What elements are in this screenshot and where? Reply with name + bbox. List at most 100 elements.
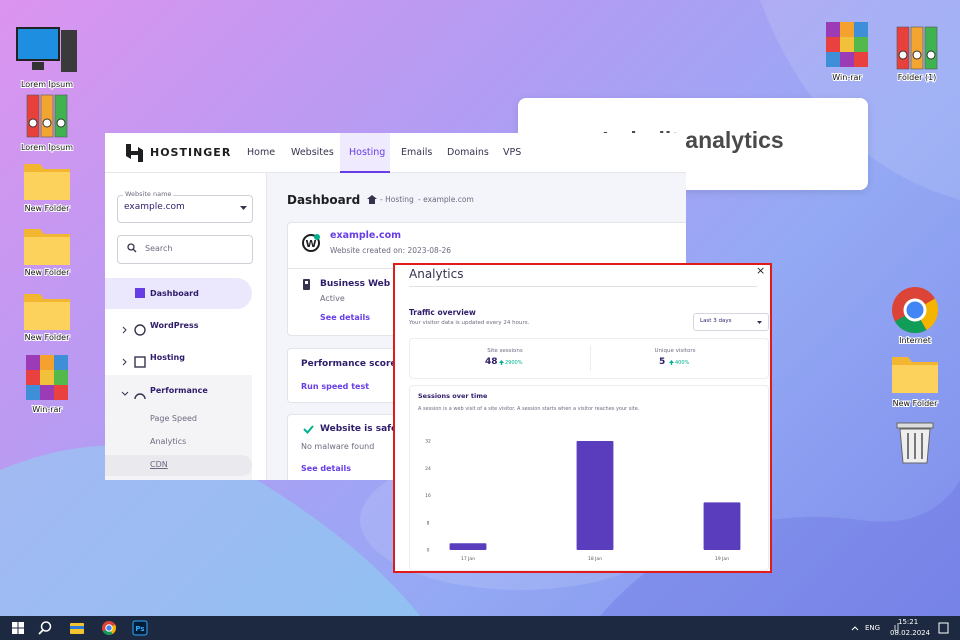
desktop-icon[interactable] bbox=[892, 287, 939, 334]
menu-item[interactable]: Performance bbox=[150, 386, 208, 395]
icon-label: Win-rar bbox=[832, 73, 862, 82]
desktop-icon[interactable] bbox=[24, 294, 70, 330]
stats-card bbox=[409, 338, 769, 379]
icon-part bbox=[40, 94, 54, 138]
breadcrumb: - Hosting bbox=[380, 195, 414, 204]
desktop-icon[interactable] bbox=[24, 229, 70, 265]
icon-part bbox=[26, 94, 40, 138]
desktop-icon[interactable] bbox=[896, 26, 938, 70]
stat-label: Site sessions bbox=[487, 348, 523, 354]
range-select[interactable] bbox=[693, 313, 769, 331]
x-tick-label: 17 Jan bbox=[461, 556, 475, 562]
close-button[interactable]: × bbox=[756, 264, 766, 277]
nav-item[interactable]: Websites bbox=[291, 147, 334, 158]
icon-part bbox=[892, 365, 938, 393]
icon-part bbox=[854, 52, 868, 67]
nav-item[interactable]: Home bbox=[247, 147, 276, 158]
desktop-icon[interactable] bbox=[26, 94, 68, 138]
wordpress-icon: W bbox=[302, 234, 320, 252]
icon-part bbox=[40, 355, 54, 370]
icon-label: New Folder bbox=[25, 268, 70, 277]
link[interactable]: See details bbox=[320, 313, 371, 322]
link[interactable]: See details bbox=[301, 464, 352, 473]
website-value: example.com bbox=[124, 202, 185, 212]
clock-date[interactable]: 08.02.2024 bbox=[890, 629, 931, 637]
taskbar: Ps ENG 15:21 08.02.2024 bbox=[0, 616, 960, 640]
stat-value: 5 bbox=[659, 357, 666, 367]
nav-item[interactable]: Emails bbox=[401, 147, 433, 158]
desktop-icon[interactable] bbox=[16, 27, 77, 72]
chevron bbox=[240, 206, 247, 210]
icon-part bbox=[32, 62, 44, 70]
divider bbox=[409, 286, 757, 287]
search-box[interactable] bbox=[117, 235, 253, 264]
menu-item[interactable]: WordPress bbox=[150, 321, 199, 330]
tray-icons bbox=[851, 622, 949, 634]
nav-item[interactable]: Hosting bbox=[349, 147, 386, 158]
svg-text:Ps: Ps bbox=[135, 625, 144, 633]
menu-item[interactable]: Page Speed bbox=[150, 414, 197, 423]
check-icon bbox=[303, 425, 314, 434]
created-date: Website created on: 2023-08-26 bbox=[330, 246, 452, 255]
panel-title: Analytics bbox=[409, 267, 464, 281]
section-note: Your visitor data is updated every 24 ho… bbox=[409, 320, 530, 326]
bar bbox=[576, 441, 614, 550]
desktop-icon[interactable] bbox=[24, 164, 70, 200]
icon-label: Lorem Ipsum bbox=[21, 143, 73, 152]
plan-icon bbox=[303, 279, 310, 290]
icon-part bbox=[42, 118, 52, 128]
nav-item[interactable]: VPS bbox=[503, 147, 522, 158]
clock-time[interactable]: 15:21 bbox=[898, 618, 919, 626]
desktop-icon[interactable] bbox=[26, 355, 68, 400]
nav-active bbox=[340, 133, 390, 173]
desktop-icon[interactable] bbox=[826, 22, 868, 67]
icon-part bbox=[840, 22, 854, 37]
icon-part bbox=[24, 302, 70, 330]
icon-part bbox=[54, 370, 68, 385]
icon-part bbox=[54, 94, 68, 138]
field-label: Website name bbox=[123, 190, 174, 198]
brand: HOSTINGER bbox=[150, 146, 232, 159]
icon-part bbox=[840, 52, 854, 67]
desktop-icon[interactable] bbox=[896, 422, 934, 464]
header bbox=[105, 133, 686, 173]
sidebar bbox=[105, 173, 267, 480]
site-link[interactable]: example.com bbox=[330, 230, 402, 241]
menu-item[interactable]: Dashboard bbox=[150, 289, 199, 298]
icon-label: Win-rar bbox=[32, 405, 62, 414]
taskbar-icons: Ps bbox=[12, 620, 148, 636]
icon-label: Internet bbox=[899, 336, 931, 345]
icon-part bbox=[54, 355, 68, 370]
x-tick-label: 19 Jan bbox=[715, 556, 729, 562]
svg-text:W: W bbox=[305, 239, 316, 250]
wallpaper-shape bbox=[600, 480, 960, 616]
link[interactable]: Run speed test bbox=[301, 382, 370, 391]
icon-part bbox=[854, 22, 868, 37]
icon-part bbox=[24, 237, 70, 265]
icon-part bbox=[24, 172, 70, 200]
icon-part bbox=[896, 26, 910, 70]
language[interactable]: ENG bbox=[865, 624, 881, 632]
desktop-icon[interactable] bbox=[892, 357, 938, 393]
chart-card bbox=[409, 385, 769, 571]
nav-item[interactable]: Domains bbox=[447, 147, 489, 158]
breadcrumb: - example.com bbox=[418, 195, 474, 204]
home-icon bbox=[367, 195, 377, 204]
icon-part bbox=[895, 310, 927, 334]
menu-item[interactable]: Analytics bbox=[150, 437, 187, 446]
menu-item[interactable]: CDN bbox=[150, 460, 168, 469]
plan-status: Active bbox=[320, 294, 345, 303]
menu-item[interactable]: Hosting bbox=[150, 353, 185, 362]
y-tick-label: 0 bbox=[427, 548, 430, 554]
icon-part bbox=[54, 385, 68, 400]
icon-part bbox=[26, 370, 40, 385]
stat-change: 2900% bbox=[505, 360, 523, 366]
icon-label: Lorem Ipsum bbox=[21, 80, 73, 89]
icon-label: Folder (1) bbox=[898, 73, 937, 82]
website-select[interactable] bbox=[117, 195, 253, 223]
icon-part bbox=[926, 50, 936, 60]
icon-part bbox=[40, 370, 54, 385]
